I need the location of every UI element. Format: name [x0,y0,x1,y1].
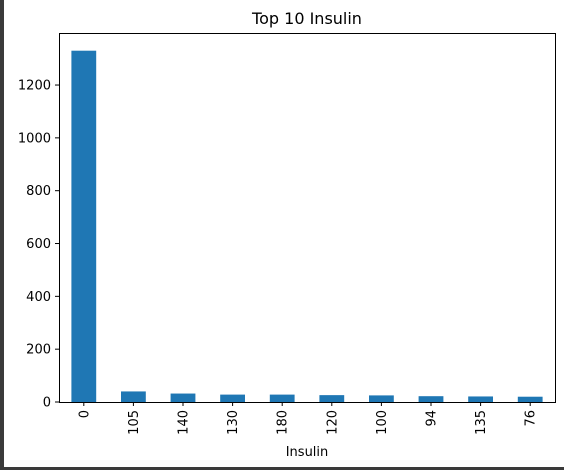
bar-0 [71,50,97,403]
bar-140 [170,393,196,402]
window-edge-left [0,0,4,470]
x-tick-label-100: 100 [375,410,390,435]
y-tick-label-1200: 1200 [18,79,51,94]
x-tick-label-130: 130 [226,410,241,435]
bar-130 [220,394,245,402]
plot-frame [59,33,556,403]
x-tick-label-76: 76 [524,410,539,427]
bar-100 [369,395,394,402]
y-tick-label-200: 200 [26,343,51,358]
x-tick-label-105: 105 [127,410,142,435]
bar-94 [418,396,444,402]
chart-title: Top 10 Insulin [251,9,362,28]
y-tick-label-400: 400 [26,290,51,305]
bar-180 [269,394,295,402]
bar-120 [319,395,345,402]
y-axis: 0 200 400 600 800 1000 1200 [18,79,59,411]
window-edge-bottom [0,467,564,470]
y-tick-label-600: 600 [26,237,51,252]
x-tick-label-180: 180 [276,410,291,435]
bars-group [71,50,543,403]
x-tick-label-135: 135 [474,410,489,435]
x-axis: 0 105 140 130 180 120 100 94 135 76 [77,402,539,435]
x-tick-label-0: 0 [77,410,92,418]
bar-105 [121,391,146,402]
bar-76 [517,396,543,402]
y-tick-label-0: 0 [43,396,51,411]
x-tick-label-94: 94 [425,410,440,427]
bar-135 [468,396,493,402]
x-tick-label-120: 120 [325,410,340,435]
y-tick-label-1000: 1000 [18,131,51,146]
y-tick-label-800: 800 [26,184,51,199]
x-tick-label-140: 140 [177,410,192,435]
x-axis-label: Insulin [286,445,329,460]
